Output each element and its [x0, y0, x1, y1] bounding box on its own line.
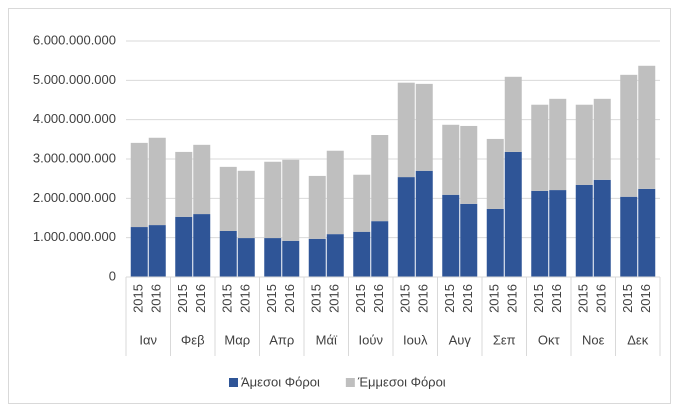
- bar-segment: [638, 188, 656, 277]
- y-tick-label: 5.000.000.000: [33, 72, 116, 87]
- y-tick-label: 1.000.000.000: [33, 229, 116, 244]
- group-label: Δεκ: [627, 332, 648, 347]
- bar-segment: [442, 194, 460, 277]
- legend-swatch: [345, 378, 355, 387]
- bar-segment: [130, 142, 148, 228]
- group-label: Ιουλ: [403, 332, 428, 347]
- bar-segment: [175, 151, 193, 217]
- bar-segment: [549, 98, 567, 191]
- legend-swatch: [229, 378, 238, 387]
- group-label: Αυγ: [449, 332, 472, 347]
- x-tick-label: 2016: [594, 284, 609, 313]
- group-label: Νοε: [582, 332, 605, 347]
- bar-segment: [353, 174, 371, 232]
- bar-segment: [193, 144, 211, 215]
- group-label: Φεβ: [181, 332, 205, 347]
- bar-segment: [282, 240, 300, 277]
- bar-segment: [593, 179, 611, 277]
- bar-segment: [575, 184, 593, 277]
- x-tick-label: 2016: [638, 284, 653, 313]
- bar-segment: [193, 214, 211, 277]
- bar-segment: [415, 170, 433, 277]
- group-label: Μαρ: [224, 332, 250, 347]
- x-tick-label: 2016: [549, 284, 564, 313]
- x-tick-label: 2015: [620, 284, 635, 313]
- group-label: Μάϊ: [316, 332, 338, 347]
- x-tick-label: 2016: [416, 284, 431, 313]
- bar-segment: [148, 225, 166, 277]
- y-tick-label: 4.000.000.000: [33, 111, 116, 126]
- bar-segment: [130, 227, 148, 277]
- bar-segment: [353, 231, 371, 277]
- bar-segment: [148, 137, 166, 226]
- x-tick-label: 2015: [220, 284, 235, 313]
- y-tick-label: 6.000.000.000: [33, 32, 116, 47]
- x-tick-label: 2015: [353, 284, 368, 313]
- group-label: Οκτ: [538, 332, 561, 347]
- bar-segment: [504, 76, 522, 152]
- x-tick-label: 2016: [371, 284, 386, 313]
- bar-segment: [219, 166, 237, 231]
- legend-label: Έμμεσοι Φόροι: [357, 374, 446, 389]
- y-tick-label: 3.000.000.000: [33, 150, 116, 165]
- bar-segment: [371, 221, 389, 277]
- x-tick-label: 2015: [442, 284, 457, 313]
- bar-segment: [326, 234, 344, 277]
- bar-segment: [237, 238, 255, 277]
- x-tick-label: 2015: [531, 284, 546, 313]
- x-tick-label: 2015: [309, 284, 324, 313]
- x-tick-label: 2015: [398, 284, 413, 313]
- x-tick-label: 2016: [327, 284, 342, 313]
- y-tick-label: 0: [109, 268, 116, 283]
- bar-segment: [264, 161, 282, 239]
- bar-segment: [282, 159, 300, 241]
- x-tick-label: 2015: [264, 284, 279, 313]
- bar-segment: [575, 104, 593, 185]
- bar-segment: [620, 196, 638, 277]
- x-tick-label: 2016: [149, 284, 164, 313]
- group-label: Ιούν: [359, 332, 383, 347]
- bar-segment: [308, 238, 326, 277]
- bar-segment: [175, 216, 193, 277]
- x-tick-label: 2016: [460, 284, 475, 313]
- bar-segment: [415, 83, 433, 171]
- bar-segment: [486, 208, 504, 277]
- group-label: Σεπ: [493, 332, 516, 347]
- x-tick-label: 2015: [576, 284, 591, 313]
- x-tick-label: 2015: [175, 284, 190, 313]
- bar-segment: [638, 65, 656, 189]
- bar-segment: [397, 177, 415, 277]
- bar-segment: [486, 138, 504, 209]
- legend-label: Άμεσοι Φόροι: [241, 374, 320, 389]
- bar-segment: [593, 98, 611, 180]
- bar-segment: [237, 170, 255, 239]
- bar-segment: [442, 124, 460, 195]
- bar-segment: [531, 190, 549, 277]
- bar-segment: [308, 175, 326, 239]
- bar-segment: [326, 150, 344, 235]
- bar-segment: [460, 125, 478, 204]
- group-label: Ιαν: [139, 332, 157, 347]
- x-tick-label: 2016: [193, 284, 208, 313]
- bar-segment: [620, 74, 638, 197]
- bar-segment: [264, 238, 282, 277]
- x-tick-label: 2016: [505, 284, 520, 313]
- bar-segment: [531, 104, 549, 191]
- group-label: Απρ: [269, 332, 294, 347]
- x-tick-label: 2015: [487, 284, 502, 313]
- x-tick-label: 2016: [238, 284, 253, 313]
- bar-segment: [549, 190, 567, 277]
- bar-segment: [371, 135, 389, 222]
- bar-segment: [504, 151, 522, 277]
- bar-segment: [397, 82, 415, 178]
- x-tick-label: 2015: [131, 284, 146, 313]
- bar-segment: [460, 203, 478, 277]
- y-tick-label: 2.000.000.000: [33, 190, 116, 205]
- bar-segment: [219, 230, 237, 277]
- x-tick-label: 2016: [282, 284, 297, 313]
